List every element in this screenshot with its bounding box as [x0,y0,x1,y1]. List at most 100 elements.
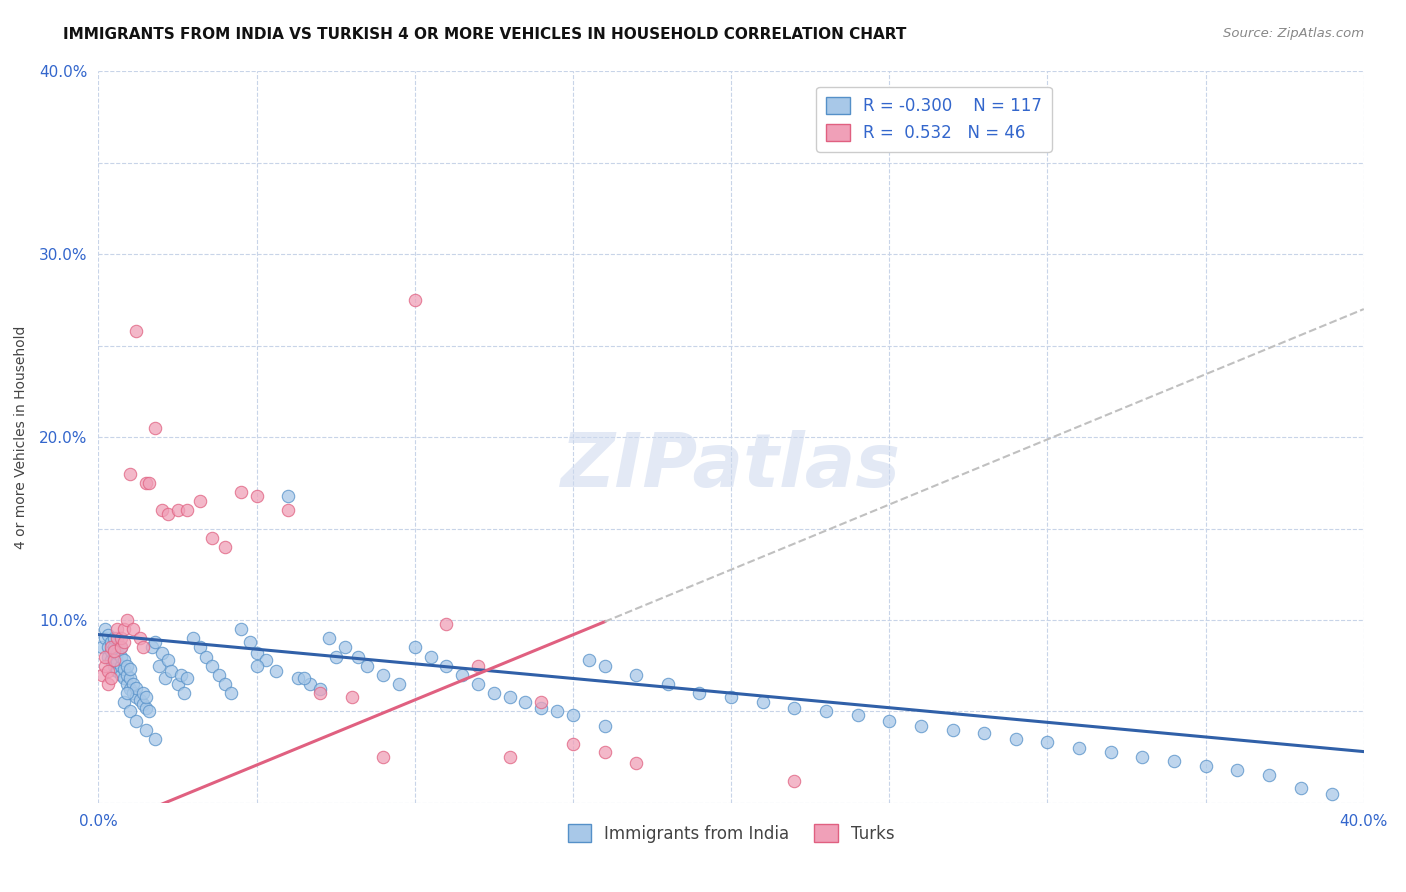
Point [122,677,145,691]
Point [593,719,616,733]
Point [309,686,332,700]
Point [150,503,173,517]
Point [467,677,489,691]
Point [141,640,163,655]
Point [1130,750,1153,764]
Point [115,613,138,627]
Point [530,695,553,709]
Point [356,658,378,673]
Point [720,690,742,704]
Point [132,697,155,711]
Point [97,627,120,641]
Point [122,622,145,636]
Point [593,658,616,673]
Point [624,756,647,770]
Point [110,632,132,646]
Point [1194,759,1216,773]
Point [188,640,211,655]
Point [100,672,122,686]
Point [100,640,122,655]
Point [128,632,150,646]
Point [135,475,157,490]
Point [157,653,180,667]
Point [93,658,117,673]
Point [229,485,252,500]
Point [115,667,138,681]
Point [135,690,157,704]
Point [593,745,616,759]
Point [973,726,995,740]
Point [561,737,585,751]
Point [135,700,157,714]
Point [1289,781,1312,796]
Point [110,667,132,681]
Point [132,686,155,700]
Point [115,677,138,691]
Point [132,640,155,655]
Point [100,635,122,649]
Point [103,632,125,646]
Point [346,649,368,664]
Point [482,686,505,700]
Point [173,686,195,700]
Point [93,622,117,636]
Point [107,646,129,660]
Point [335,640,357,655]
Point [183,632,205,646]
Point [318,632,340,646]
Point [1036,735,1059,749]
Point [325,649,347,664]
Point [751,695,773,709]
Point [783,773,806,788]
Point [112,653,135,667]
Text: Source: ZipAtlas.com: Source: ZipAtlas.com [1223,27,1364,40]
Point [419,649,441,664]
Point [145,635,166,649]
Point [451,667,474,681]
Point [120,467,141,481]
Point [201,658,224,673]
Text: IMMIGRANTS FROM INDIA VS TURKISH 4 OR MORE VEHICLES IN HOUSEHOLD CORRELATION CHA: IMMIGRANTS FROM INDIA VS TURKISH 4 OR MO… [63,27,907,42]
Point [112,672,135,686]
Point [93,649,117,664]
Point [97,649,120,664]
Point [239,635,262,649]
Point [561,708,585,723]
Point [246,646,269,660]
Point [846,708,869,723]
Point [910,719,932,733]
Point [125,690,148,704]
Point [125,714,148,728]
Point [292,672,315,686]
Point [153,672,176,686]
Point [145,421,166,435]
Point [309,682,332,697]
Y-axis label: 4 or more Vehicles in Household: 4 or more Vehicles in Household [14,326,28,549]
Point [100,653,122,667]
Legend: Immigrants from India, Turks: Immigrants from India, Turks [561,818,901,849]
Point [112,635,135,649]
Point [115,658,138,673]
Point [120,662,141,676]
Point [1257,768,1279,782]
Point [100,644,122,658]
Point [97,664,120,678]
Point [188,494,211,508]
Point [578,653,600,667]
Point [388,677,411,691]
Point [110,640,132,655]
Point [145,731,166,746]
Point [110,649,132,664]
Point [120,672,141,686]
Point [169,667,191,681]
Point [814,705,837,719]
Point [214,540,236,554]
Point [93,632,117,646]
Point [371,667,394,681]
Point [90,640,112,655]
Point [176,672,198,686]
Point [112,662,135,676]
Point [148,658,170,673]
Point [404,293,426,307]
Point [1004,731,1026,746]
